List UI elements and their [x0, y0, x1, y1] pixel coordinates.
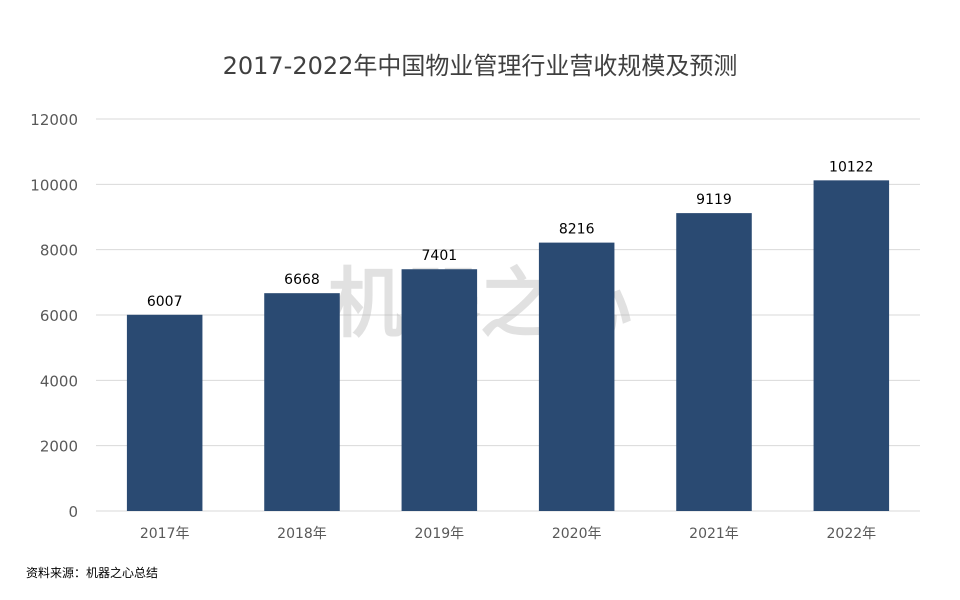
x-tick-label: 2019年 [415, 526, 465, 542]
x-tick-label: 2022年 [827, 526, 877, 542]
data-label: 7401 [422, 248, 458, 264]
y-tick-label: 12000 [30, 111, 78, 129]
y-tick-label: 2000 [40, 438, 78, 456]
x-tick-label: 2020年 [552, 526, 602, 542]
y-tick-label: 6000 [40, 307, 78, 325]
bar [264, 293, 340, 511]
gridlines [96, 118, 920, 512]
y-tick-label: 0 [68, 503, 78, 521]
data-label: 8216 [559, 222, 595, 238]
bar [676, 213, 752, 511]
chart-title: 2017-2022年中国物业管理行业营收规模及预测 [222, 52, 738, 80]
data-label: 6668 [284, 272, 320, 288]
x-tick-label: 2018年 [277, 526, 327, 542]
bar [813, 180, 890, 511]
bar [126, 314, 203, 511]
y-tick-label: 8000 [40, 242, 78, 260]
bars [126, 180, 890, 512]
x-axis-ticks: 2017年 2018年 2019年 2020年 2021年 2022年 [140, 526, 876, 542]
y-tick-label: 4000 [40, 372, 78, 390]
x-tick-label: 2021年 [689, 526, 739, 542]
y-tick-label: 10000 [30, 176, 78, 194]
data-labels: 6007 6668 7401 8216 9119 10122 [147, 159, 874, 309]
source-note: 资料来源：机器之心总结 [26, 566, 159, 580]
x-tick-label: 2017年 [140, 526, 190, 542]
data-label: 10122 [829, 159, 874, 175]
bar [538, 242, 615, 512]
bar [401, 269, 478, 511]
data-label: 9119 [696, 192, 732, 208]
y-axis-ticks: 0 2000 4000 6000 8000 10000 12000 [30, 111, 78, 521]
data-label: 6007 [147, 294, 183, 310]
